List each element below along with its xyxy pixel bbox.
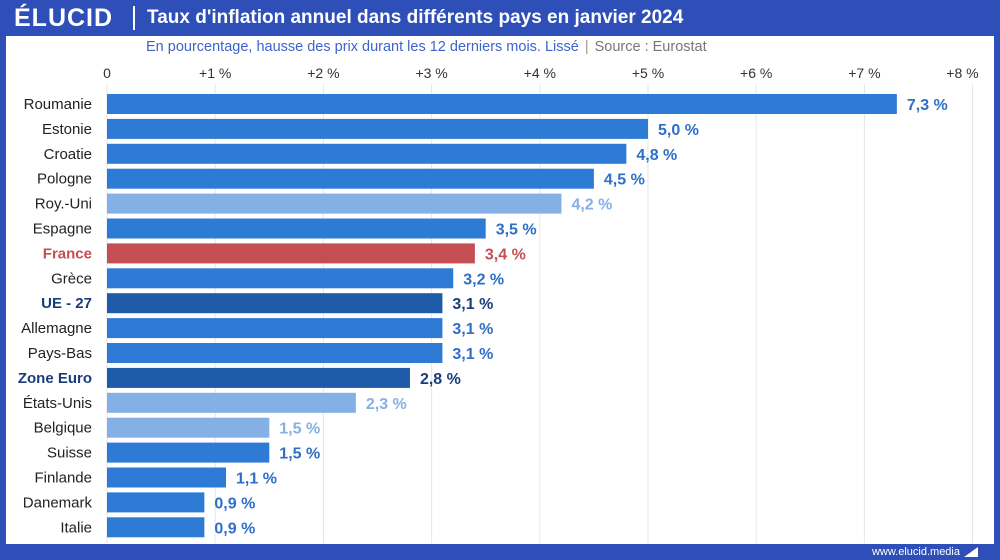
category-label: Roumanie [24, 96, 92, 113]
bar [107, 467, 227, 488]
brand-mark-icon [964, 547, 978, 557]
logo-divider [133, 6, 135, 30]
category-label: France [43, 245, 92, 262]
bar [107, 367, 410, 388]
bar-chart: 0 +1 % +2 % +3 % +4 % +5 % +6 % +7 % +8 % Roumani… [18, 65, 979, 544]
footer-url[interactable]: www.elucid.media [871, 546, 960, 558]
data-label: 3,5 % [496, 222, 537, 239]
x-tick-label: +3 % [415, 65, 447, 81]
category-label: Suisse [47, 445, 92, 462]
category-label: Allemagne [21, 320, 92, 337]
x-tick-label: +8 % [946, 65, 978, 81]
category-label: Roy.-Uni [35, 196, 92, 213]
category-label: États-Unis [23, 395, 92, 412]
data-label: 1,1 % [236, 471, 277, 488]
data-label: 3,1 % [452, 346, 493, 363]
category-label: Estonie [42, 121, 92, 138]
category-label: Espagne [33, 221, 92, 238]
category-label: Pologne [37, 171, 92, 188]
bar [107, 143, 627, 164]
chart-title: Taux d'inflation annuel dans différents … [147, 7, 684, 28]
bar [107, 193, 562, 214]
data-label: 3,2 % [463, 271, 504, 288]
x-tick-label: +2 % [307, 65, 339, 81]
data-label: 3,1 % [452, 296, 493, 313]
bar [107, 392, 356, 413]
x-tick-label: +6 % [740, 65, 772, 81]
category-label: Danemark [23, 494, 93, 511]
subtitle-text: En pourcentage, hausse des prix durant l… [146, 39, 579, 55]
data-label: 1,5 % [279, 421, 320, 438]
data-label: 5,0 % [658, 122, 699, 139]
data-label: 3,1 % [452, 321, 493, 338]
data-label: 2,8 % [420, 371, 461, 388]
header-bar: ÉLUCID Taux d'inflation annuel dans diff… [0, 0, 1000, 36]
bar [107, 218, 486, 239]
subtitle-separator: | [584, 39, 589, 55]
bar [107, 442, 270, 463]
category-label: Finlande [34, 470, 92, 487]
brand-logo: ÉLUCID [14, 4, 114, 32]
category-label: Zone Euro [18, 370, 92, 387]
x-tick-label: +7 % [848, 65, 880, 81]
data-label: 3,4 % [485, 246, 526, 263]
data-label: 4,8 % [636, 147, 677, 164]
category-label: Croatie [44, 146, 92, 163]
data-label: 4,5 % [604, 172, 645, 189]
bar [107, 243, 475, 264]
bar [107, 118, 648, 139]
category-label: Grèce [51, 270, 92, 287]
x-tick-label: +4 % [524, 65, 556, 81]
bar [107, 268, 454, 289]
category-label: Italie [60, 519, 92, 536]
bar [107, 517, 205, 538]
bar [107, 94, 897, 114]
x-tick-label: 0 [103, 65, 111, 81]
bar [107, 293, 443, 314]
bar [107, 343, 443, 363]
source-note: Source : Eurostat [594, 39, 707, 55]
bar [107, 417, 270, 438]
x-tick-label: +5 % [632, 65, 664, 81]
x-tick-label: +1 % [199, 65, 231, 81]
data-label: 0,9 % [214, 520, 255, 537]
chart-subtitle: En pourcentage, hausse des prix durant l… [146, 38, 707, 56]
data-label: 1,5 % [279, 446, 320, 463]
data-label: 4,2 % [571, 197, 612, 214]
data-label: 2,3 % [366, 396, 407, 413]
bar [107, 492, 205, 513]
data-label: 0,9 % [214, 495, 255, 512]
bar [107, 318, 443, 339]
chart-panel: En pourcentage, hausse des prix durant l… [6, 36, 994, 544]
category-label: UE - 27 [41, 295, 92, 312]
category-label: Pays-Bas [28, 345, 92, 362]
data-label: 7,3 % [907, 97, 948, 114]
category-label: Belgique [34, 420, 92, 437]
bar [107, 168, 594, 189]
footer-bar: www.elucid.media [0, 544, 1000, 560]
